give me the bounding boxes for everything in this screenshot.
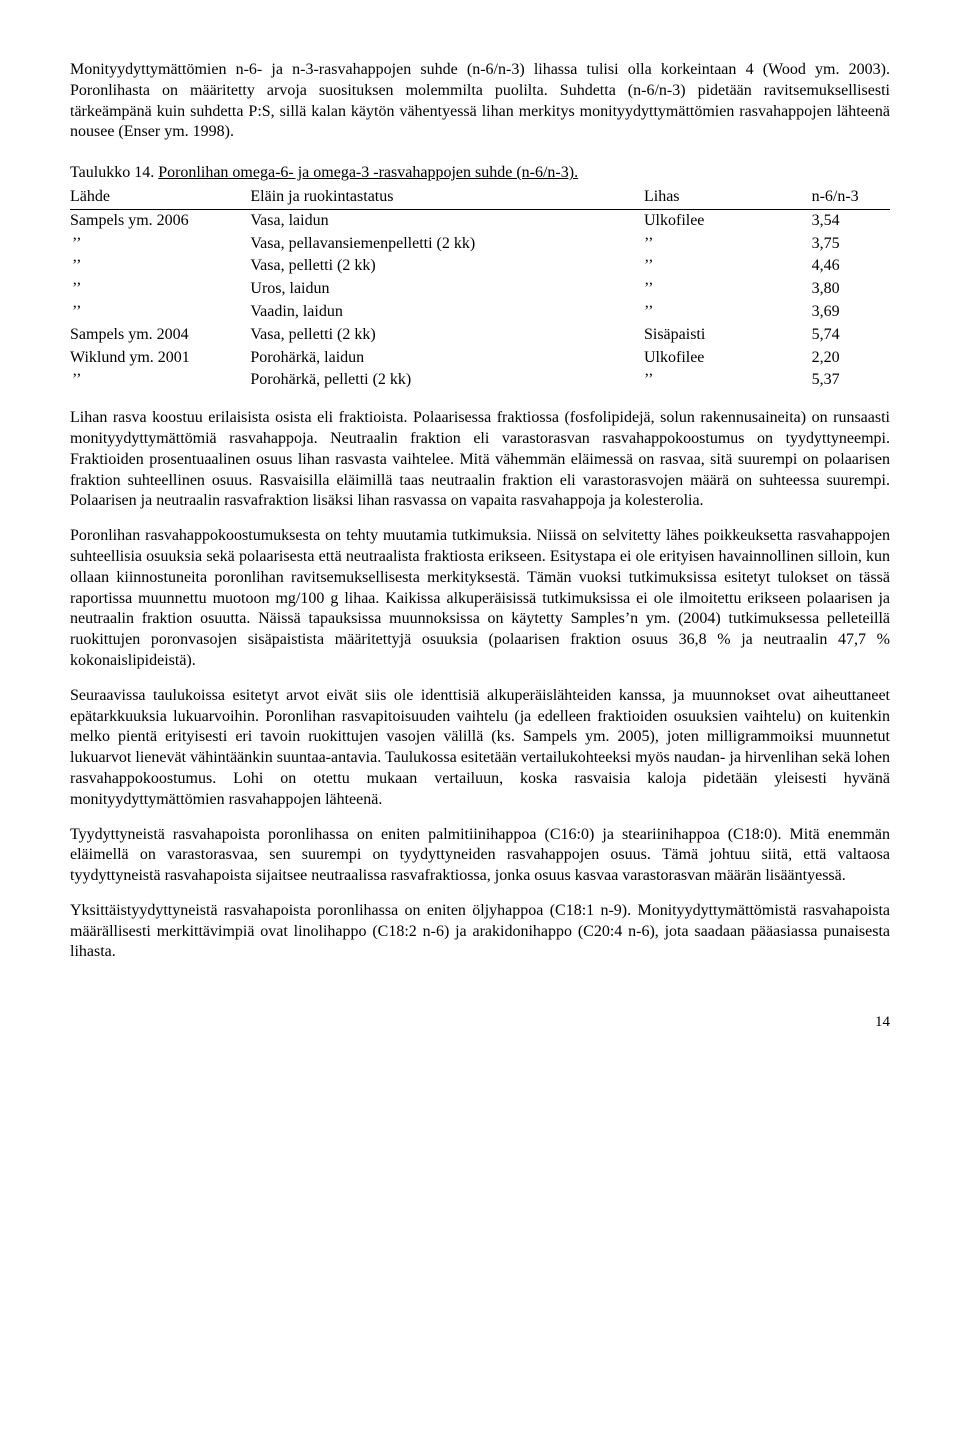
cell-ratio: 3,54 bbox=[792, 209, 890, 232]
cell-lihas: Sisäpaisti bbox=[644, 324, 792, 347]
cell-ratio: 2,20 bbox=[792, 347, 890, 370]
cell-ratio: 4,46 bbox=[792, 255, 890, 278]
table-row: ’’Vaadin, laidun’’3,69 bbox=[70, 301, 890, 324]
cell-status: Vasa, laidun bbox=[250, 209, 644, 232]
cell-source: ’’ bbox=[70, 369, 250, 392]
cell-lihas: ’’ bbox=[644, 255, 792, 278]
cell-ratio: 5,37 bbox=[792, 369, 890, 392]
col-ratio-header: n-6/n-3 bbox=[792, 186, 890, 209]
cell-source: Sampels ym. 2004 bbox=[70, 324, 250, 347]
table-header-row: Lähde Eläin ja ruokintastatus Lihas n-6/… bbox=[70, 186, 890, 209]
cell-status: Porohärkä, laidun bbox=[250, 347, 644, 370]
paragraph-studies: Poronlihan rasvahappokoostumuksesta on t… bbox=[70, 526, 890, 672]
cell-ratio: 5,74 bbox=[792, 324, 890, 347]
cell-ratio: 3,75 bbox=[792, 233, 890, 256]
paragraph-intro: Monityydyttymättömien n-6- ja n-3-rasvah… bbox=[70, 60, 890, 143]
paragraph-saturated: Tyydyttyneistä rasvahapoista poronlihass… bbox=[70, 825, 890, 887]
col-status-header: Eläin ja ruokintastatus bbox=[250, 186, 644, 209]
col-lihas-header: Lihas bbox=[644, 186, 792, 209]
table-row: Sampels ym. 2006Vasa, laidunUlkofilee3,5… bbox=[70, 209, 890, 232]
cell-ratio: 3,69 bbox=[792, 301, 890, 324]
cell-status: Vasa, pellavansiemenpelletti (2 kk) bbox=[250, 233, 644, 256]
ratio-table: Lähde Eläin ja ruokintastatus Lihas n-6/… bbox=[70, 186, 890, 392]
cell-status: Porohärkä, pelletti (2 kk) bbox=[250, 369, 644, 392]
cell-lihas: ’’ bbox=[644, 369, 792, 392]
paragraph-fractions: Lihan rasva koostuu erilaisista osista e… bbox=[70, 408, 890, 512]
cell-lihas: Ulkofilee bbox=[644, 347, 792, 370]
cell-source: Wiklund ym. 2001 bbox=[70, 347, 250, 370]
table-row: Wiklund ym. 2001Porohärkä, laidunUlkofil… bbox=[70, 347, 890, 370]
table-row: ’’Uros, laidun’’3,80 bbox=[70, 278, 890, 301]
table-row: ’’Vasa, pellavansiemenpelletti (2 kk)’’3… bbox=[70, 233, 890, 256]
cell-source: Sampels ym. 2006 bbox=[70, 209, 250, 232]
table-row: Sampels ym. 2004Vasa, pelletti (2 kk)Sis… bbox=[70, 324, 890, 347]
cell-lihas: ’’ bbox=[644, 233, 792, 256]
paragraph-unsaturated: Yksittäistyydyttyneistä rasvahapoista po… bbox=[70, 901, 890, 963]
cell-lihas: ’’ bbox=[644, 301, 792, 324]
table-row: ’’Vasa, pelletti (2 kk)’’4,46 bbox=[70, 255, 890, 278]
table-caption-label: Taulukko 14. bbox=[70, 164, 158, 181]
col-source-header: Lähde bbox=[70, 186, 250, 209]
cell-ratio: 3,80 bbox=[792, 278, 890, 301]
table-caption: Taulukko 14. Poronlihan omega-6- ja omeg… bbox=[70, 163, 890, 184]
page-number: 14 bbox=[70, 1013, 890, 1033]
cell-status: Vaadin, laidun bbox=[250, 301, 644, 324]
cell-source: ’’ bbox=[70, 233, 250, 256]
paragraph-conversion: Seuraavissa taulukoissa esitetyt arvot e… bbox=[70, 686, 890, 811]
table-row: ’’Porohärkä, pelletti (2 kk)’’5,37 bbox=[70, 369, 890, 392]
cell-source: ’’ bbox=[70, 278, 250, 301]
cell-source: ’’ bbox=[70, 255, 250, 278]
cell-lihas: Ulkofilee bbox=[644, 209, 792, 232]
table-caption-title: Poronlihan omega-6- ja omega-3 -rasvahap… bbox=[158, 164, 578, 181]
cell-lihas: ’’ bbox=[644, 278, 792, 301]
cell-status: Vasa, pelletti (2 kk) bbox=[250, 324, 644, 347]
cell-status: Vasa, pelletti (2 kk) bbox=[250, 255, 644, 278]
cell-status: Uros, laidun bbox=[250, 278, 644, 301]
cell-source: ’’ bbox=[70, 301, 250, 324]
